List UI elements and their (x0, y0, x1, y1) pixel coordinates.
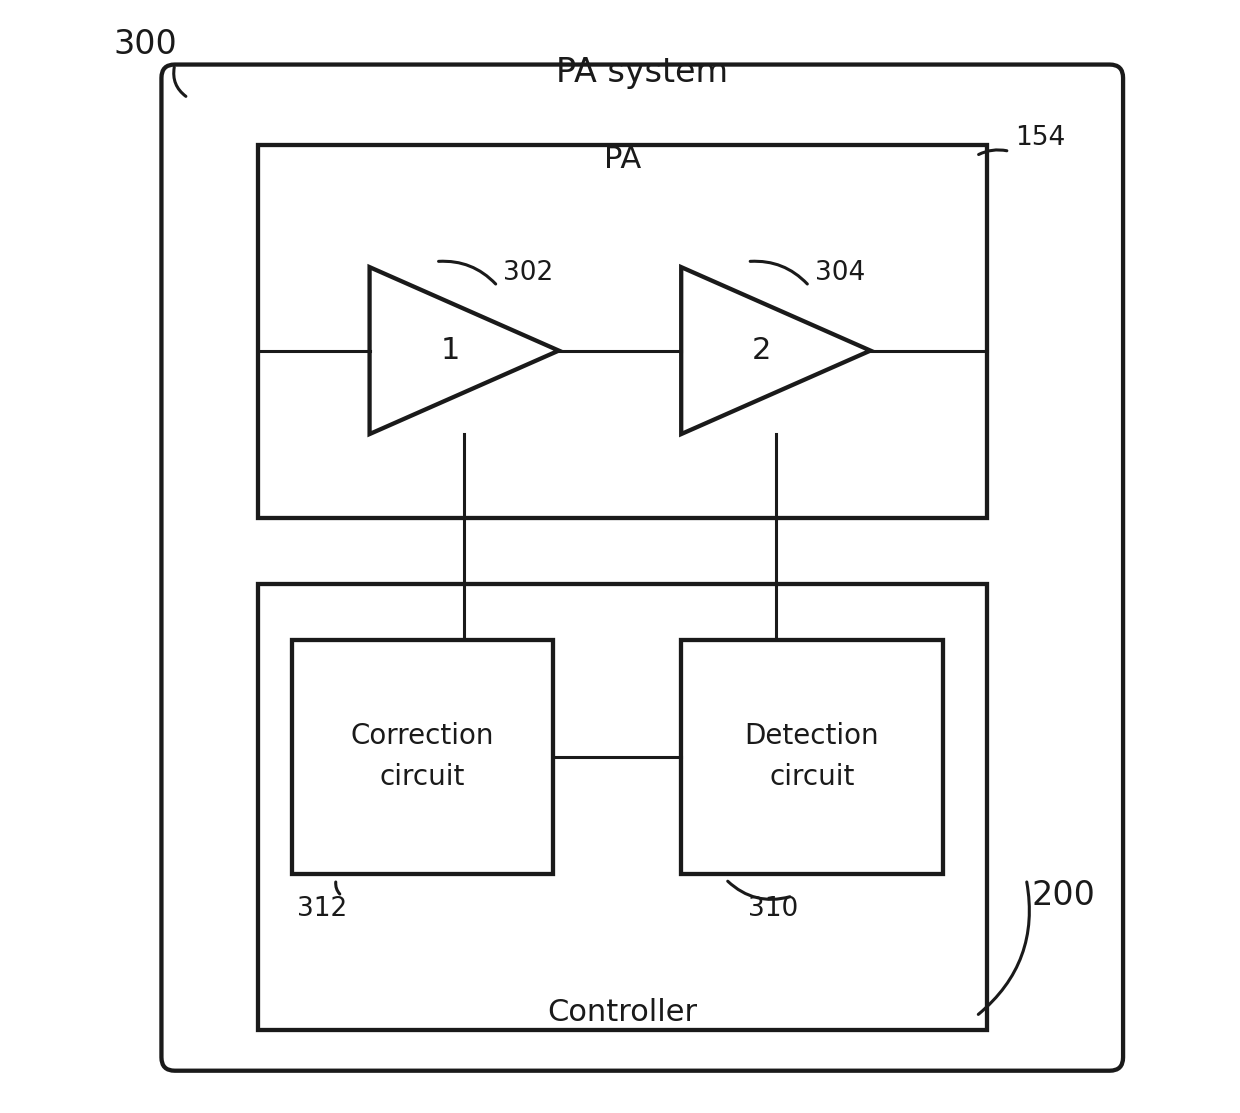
Text: PA: PA (604, 145, 641, 174)
Text: Controller: Controller (547, 998, 697, 1027)
Text: Correction
circuit: Correction circuit (351, 722, 495, 791)
Bar (681, 640, 942, 874)
Text: Detection
circuit: Detection circuit (745, 722, 879, 791)
Bar (258, 584, 987, 1030)
Text: 304: 304 (815, 259, 866, 286)
Text: PA system: PA system (557, 56, 728, 89)
Text: 1: 1 (440, 336, 460, 365)
Text: 312: 312 (298, 896, 347, 923)
Text: 154: 154 (1016, 125, 1065, 151)
Bar (291, 640, 553, 874)
Text: 302: 302 (503, 259, 553, 286)
Bar (258, 145, 987, 518)
Text: 310: 310 (748, 896, 799, 923)
Text: 200: 200 (1032, 879, 1096, 913)
Text: 2: 2 (751, 336, 771, 365)
Polygon shape (370, 267, 559, 434)
Polygon shape (681, 267, 870, 434)
FancyBboxPatch shape (161, 65, 1123, 1071)
Text: 300: 300 (114, 28, 177, 61)
